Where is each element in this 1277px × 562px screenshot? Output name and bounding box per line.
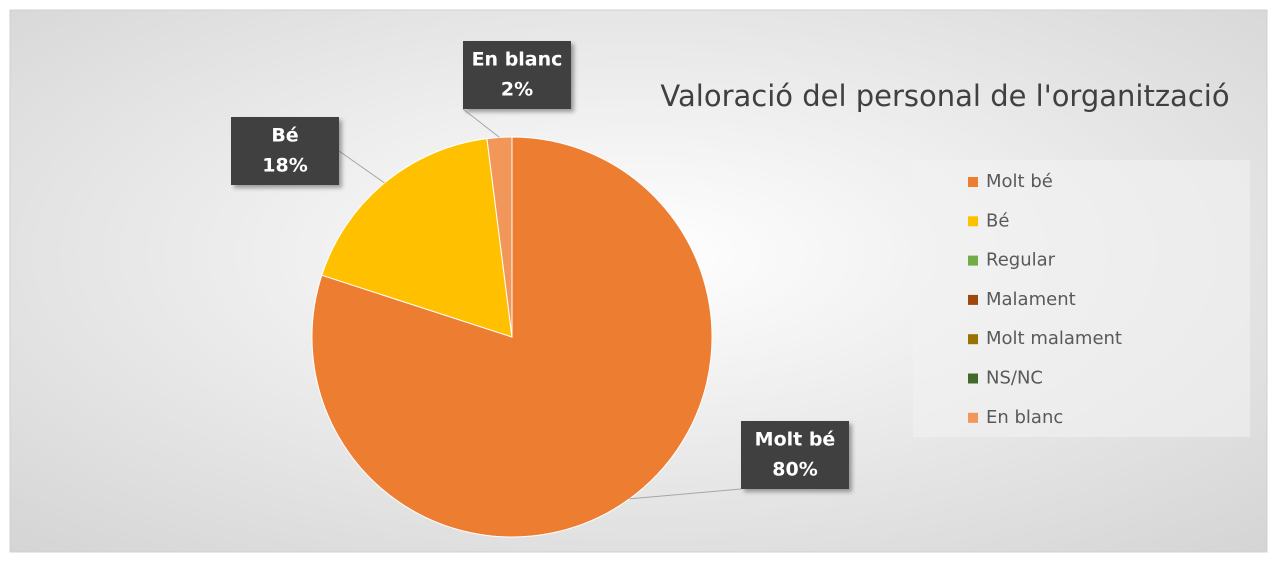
legend-swatch [968,294,978,305]
legend-label: En blanc [986,407,1063,428]
pie-slice [321,138,513,338]
legend-label: Malament [986,289,1076,310]
data-label-box [231,117,339,185]
legend-swatch [968,216,978,227]
chart-title: Valoració del personal de l'organització [660,79,1229,113]
legend-swatch [968,334,978,345]
leader-line [629,488,742,500]
data-label-category: Molt bé [755,429,836,451]
legend-swatch [968,373,978,384]
data-label-value: 2% [501,79,533,101]
legend-swatch [968,412,978,423]
leader-line [462,108,500,138]
data-label-box [741,421,849,489]
data-label-category: Bé [271,125,298,147]
data-label-value: 18% [262,155,307,177]
legend-box [913,160,1250,437]
legend-label: Bé [986,210,1009,231]
legend-swatch [968,255,978,266]
legend-label: NS/NC [986,368,1043,389]
legend-label: Molt malament [986,328,1122,349]
data-label-value: 80% [772,459,817,481]
legend-label: Regular [986,250,1056,271]
legend-label: Molt bé [986,171,1053,192]
legend-swatch [968,177,978,187]
data-label-category: En blanc [472,49,563,71]
leader-line [338,150,385,184]
data-label-box [463,41,571,109]
